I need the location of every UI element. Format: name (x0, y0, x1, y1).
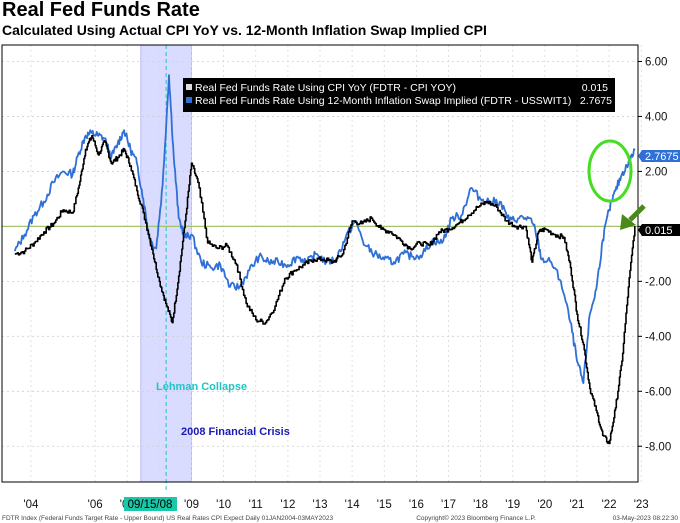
x-tick-label: '22 (602, 499, 617, 511)
footer-source: FDTR Index (Federal Funds Target Rate - … (2, 515, 333, 522)
last-value-swap: 2.7675 (645, 151, 679, 163)
last-value-tag-swap: 2.7675 (638, 150, 680, 163)
arrow-icon (620, 204, 646, 230)
footer-copyright: Copyright© 2023 Bloomberg Finance L.P. (416, 514, 536, 522)
series-cpi-line (14, 134, 636, 445)
x-tick-label: '10 (216, 499, 231, 511)
y-tick-label: -8.00 (645, 441, 671, 453)
plot-frame (1, 44, 639, 483)
legend-box (183, 78, 615, 112)
y-axis-ticks: 6.00 4.00 2.00 -2.00 -4.00 -6.00 -8.00 (638, 56, 671, 453)
lehman-date-label: 09/15/08 (128, 499, 173, 511)
crisis-annotation: 2008 Financial Crisis (181, 426, 290, 438)
lehman-annotation: Lehman Collapse (156, 381, 247, 393)
legend-value-swap: 2.7675 (580, 95, 612, 107)
x-tick-label: '16 (409, 499, 424, 511)
date-label-box (124, 497, 177, 511)
y-tick-label: -6.00 (645, 386, 671, 398)
chart-subtitle: Calculated Using Actual CPI YoY vs. 12-M… (2, 22, 487, 38)
legend-label-swap: Real Fed Funds Rate Using 12-Month Infla… (195, 95, 571, 107)
x-tick-label: '23 (634, 499, 649, 511)
series-swap-line (13, 74, 636, 384)
series-group (13, 74, 636, 445)
x-tick-label: '18 (473, 499, 488, 511)
x-tick-label: '17 (441, 499, 456, 511)
y-tick-label: 2.00 (645, 166, 667, 178)
y-tick-label: 6.00 (645, 56, 667, 68)
last-value-cpi: 0.015 (645, 225, 673, 237)
last-value-tag-cpi: 0.015 (638, 224, 680, 237)
y-tick-label: 4.00 (645, 111, 667, 123)
legend-label-cpi: Real Fed Funds Rate Using CPI YoY (FDTR … (195, 82, 456, 94)
x-tick-label: '20 (537, 499, 552, 511)
legend: Real Fed Funds Rate Using CPI YoY (FDTR … (183, 78, 615, 112)
y-tick-label: -4.00 (645, 331, 671, 343)
x-tick-label: '14 (345, 499, 361, 511)
x-tick-label: '21 (569, 499, 584, 511)
x-tick-label: '12 (280, 499, 295, 511)
x-axis-ticks: '04'06'07'09'10'11'12'13'14'15'16'17'18'… (23, 499, 648, 511)
x-tick-label: '19 (505, 499, 520, 511)
x-tick-label: '09 (184, 499, 199, 511)
x-tick-label: '13 (313, 499, 328, 511)
x-tick-label: '11 (249, 499, 263, 511)
footer-timestamp: 03-May-2023 08:22:30 (613, 515, 679, 522)
x-tick-label: '06 (88, 499, 103, 511)
legend-value-cpi: 0.015 (582, 82, 608, 94)
highlight-circle (587, 139, 633, 203)
x-tick-label: '15 (377, 499, 392, 511)
legend-swatch-swap (186, 97, 192, 103)
chart-title: Real Fed Funds Rate (2, 0, 200, 21)
y-tick-label: -2.00 (645, 276, 671, 288)
x-tick-label: '04 (23, 499, 39, 511)
legend-swatch-cpi (186, 84, 192, 90)
